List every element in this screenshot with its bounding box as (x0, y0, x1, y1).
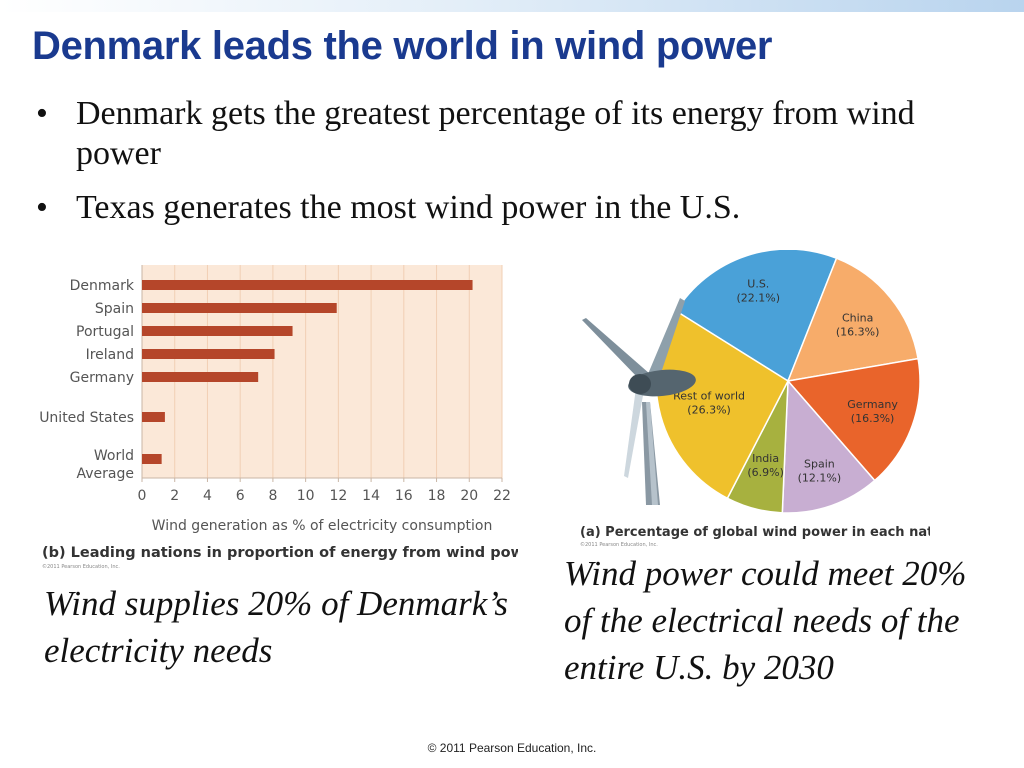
bullet-item: • Texas generates the most wind power in… (30, 188, 990, 228)
bar-plot-background (142, 265, 502, 478)
bar-spain (142, 303, 337, 313)
bar-denmark (142, 280, 473, 290)
pie-slice-label: Germany (847, 398, 898, 411)
pie-chart-panel: U.S. (22.1%) China (16.3%) Germany (16.3%) Spa… (570, 248, 956, 550)
caption-denmark: Wind supplies 20% of Denmark’s electrici… (44, 584, 509, 670)
pie-slice-rest-of-world (655, 310, 789, 500)
bar-united-states (142, 412, 165, 422)
bar-chart: Denmark Spain Portugal Ireland Germany United… (39, 265, 542, 570)
pie-slice-value: (16.3%) (851, 412, 895, 425)
bar-category-label: Spain (95, 301, 134, 317)
caption-us-2030: Wind power could meet 20% of the electri… (564, 554, 967, 687)
bar-category-label: World Average (77, 448, 135, 482)
bar-x-tick-label: 14 (362, 488, 380, 504)
top-decorative-band (0, 0, 1024, 12)
pie-slice-value: (6.9%) (747, 466, 784, 479)
pie-slice-china (786, 257, 919, 382)
bar-chart-panel: Denmark Spain Portugal Ireland Germany United… (38, 262, 542, 572)
bar-category-label: Portugal (76, 324, 134, 340)
bar-x-tick-label: 0 (138, 488, 147, 504)
slide-title: Denmark leads the world in wind power (32, 24, 773, 68)
bar-portugal (142, 326, 293, 336)
bar-x-axis-label: Wind generation as % of electricity cons… (152, 518, 493, 534)
pie-chart-caption: (a) Percentage of global wind power in e… (580, 525, 930, 540)
bar-x-tick-label: 8 (268, 488, 277, 504)
bar-x-tick-label: 4 (203, 488, 212, 504)
bar-chart-credit: ©2011 Pearson Education, Inc. (42, 563, 120, 570)
pie-slice-value: (16.3%) (836, 325, 880, 338)
copyright-footer: © 2011 Pearson Education, Inc. (427, 741, 597, 755)
pie-slice-label: U.S. (747, 278, 769, 291)
bullet-text: Texas generates the most wind power in t… (76, 189, 741, 226)
bar-x-tick-label: 2 (170, 488, 179, 504)
pie-slice-label: China (842, 311, 873, 324)
pie-slice-label: India (752, 452, 779, 465)
pie-chart-credit: ©2011 Pearson Education, Inc. (580, 541, 658, 548)
pie-slice-spain (781, 379, 876, 514)
bar-x-tick-label: 10 (297, 488, 315, 504)
bullet-text: Denmark gets the greatest percentage of … (76, 95, 915, 172)
bar-chart-caption: (b) Leading nations in proportion of ene… (42, 545, 518, 561)
bar-category-label: Germany (70, 370, 134, 386)
bullet-item: • Denmark gets the greatest percentage o… (30, 94, 990, 174)
pie-slice-value: (12.1%) (798, 472, 842, 485)
bullet-list: • Denmark gets the greatest percentage o… (30, 94, 990, 242)
bar-x-tick-label: 6 (236, 488, 245, 504)
bar-category-label: Ireland (86, 347, 134, 363)
bar-ireland (142, 349, 275, 359)
pie-slice-value: (22.1%) (737, 292, 781, 305)
pie-slice-value: (26.3%) (687, 404, 731, 417)
bar-x-tick-label: 18 (428, 488, 446, 504)
pie-slice-germany (786, 357, 921, 482)
bar-category-label: United States (39, 410, 134, 426)
pie-chart: U.S.(22.1%)China(16.3%)Germany(16.3%)Spa… (580, 248, 956, 548)
bar-category-label: Denmark (70, 278, 135, 294)
bar-x-tick-label: 20 (460, 488, 478, 504)
pie-slice-label: Rest of world (673, 390, 745, 403)
pie-slice-label: Spain (804, 458, 835, 471)
bar-germany (142, 372, 259, 382)
bullet-symbol: • (36, 189, 48, 226)
wind-turbine-icon (582, 298, 696, 505)
bar-world-average (142, 454, 162, 464)
pie-slice-u-s (675, 248, 838, 383)
bar-x-tick-label: 22 (493, 488, 511, 504)
bar-x-tick-label: 12 (329, 488, 347, 504)
bar-x-tick-label: 16 (395, 488, 413, 504)
bullet-symbol: • (36, 95, 48, 132)
